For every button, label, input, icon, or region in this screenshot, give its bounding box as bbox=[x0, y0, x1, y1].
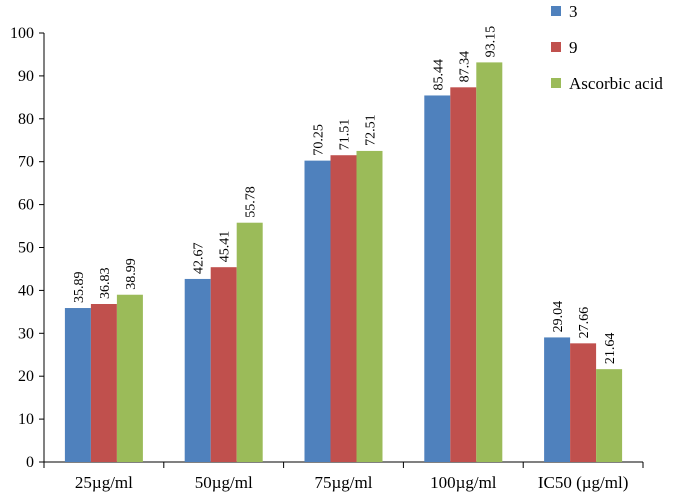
bar-series-0-cat-1 bbox=[184, 278, 211, 462]
bar-series-1-cat-3 bbox=[450, 87, 477, 462]
data-label: 72.51 bbox=[364, 114, 379, 146]
y-tick-label: 30 bbox=[18, 325, 34, 342]
data-label: 36.83 bbox=[98, 267, 113, 299]
bar-series-2-cat-2 bbox=[356, 150, 383, 462]
x-category-label: 100µg/ml bbox=[430, 473, 497, 492]
data-label: 27.66 bbox=[577, 307, 592, 339]
bar-series-1-cat-0 bbox=[90, 303, 117, 462]
data-label: 70.25 bbox=[312, 124, 327, 156]
data-label: 42.67 bbox=[192, 242, 207, 274]
legend-swatch bbox=[551, 78, 561, 88]
legend-label: 3 bbox=[569, 2, 578, 21]
bar-series-1-cat-2 bbox=[330, 155, 357, 462]
bar-series-0-cat-2 bbox=[304, 160, 331, 462]
data-label: 29.04 bbox=[551, 301, 566, 333]
data-labels: 35.89 42.67 70.25 85.44 29.04 36.83 45.41 71.51… bbox=[72, 26, 618, 364]
data-label: 93.15 bbox=[483, 26, 498, 58]
y-tick-label: 0 bbox=[26, 454, 34, 471]
data-label: 38.99 bbox=[124, 258, 139, 290]
bar-series-2-cat-1 bbox=[236, 222, 263, 462]
legend: 3 9 Ascorbic acid bbox=[551, 2, 663, 93]
data-label: 85.44 bbox=[431, 59, 446, 91]
legend-label: Ascorbic acid bbox=[569, 74, 663, 93]
y-tick-label: 80 bbox=[18, 111, 34, 128]
y-tick-label: 70 bbox=[18, 154, 34, 171]
x-category-label: 50µg/ml bbox=[195, 473, 253, 492]
x-category-label: 75µg/ml bbox=[315, 473, 373, 492]
y-tick-label: 60 bbox=[18, 197, 34, 214]
y-tick-label: 40 bbox=[18, 282, 34, 299]
bar-series-0-cat-4 bbox=[544, 337, 571, 462]
data-label: 45.41 bbox=[218, 231, 233, 263]
y-tick-label: 50 bbox=[18, 240, 34, 257]
x-category-label: IC50 (µg/ml) bbox=[538, 473, 629, 492]
bar-series-2-cat-4 bbox=[596, 369, 623, 462]
y-tick-label: 100 bbox=[10, 25, 34, 42]
legend-label: 9 bbox=[569, 38, 578, 57]
data-label: 55.78 bbox=[244, 186, 259, 218]
y-tick-label: 90 bbox=[18, 68, 34, 85]
bar-series-0-cat-3 bbox=[424, 95, 451, 462]
bars bbox=[64, 62, 623, 462]
data-label: 71.51 bbox=[338, 119, 353, 151]
x-category-label: 25µg/ml bbox=[75, 473, 133, 492]
data-label: 21.64 bbox=[603, 333, 618, 365]
bar-series-0-cat-0 bbox=[64, 308, 91, 462]
axes: 0 10 20 30 40 50 60 70 80 90 100 25µg/ml 50µg/ml 75µg… bbox=[10, 25, 644, 492]
data-label: 87.34 bbox=[457, 51, 472, 83]
bar-series-1-cat-1 bbox=[210, 267, 237, 462]
legend-swatch bbox=[551, 42, 561, 52]
data-label: 35.89 bbox=[72, 272, 87, 304]
legend-swatch bbox=[551, 6, 561, 16]
bar-series-2-cat-3 bbox=[476, 62, 503, 462]
bar-series-2-cat-0 bbox=[116, 294, 143, 462]
y-tick-label: 20 bbox=[18, 368, 34, 385]
bar-series-1-cat-4 bbox=[570, 343, 597, 462]
y-tick-label: 10 bbox=[18, 411, 34, 428]
